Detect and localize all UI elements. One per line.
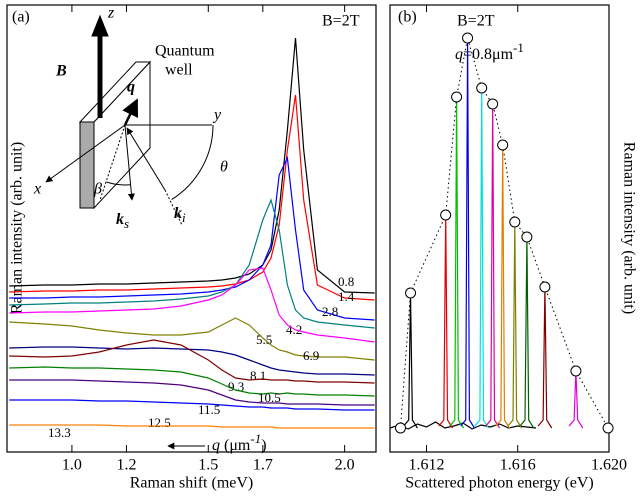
x-label: x [33, 181, 41, 198]
series-label: 2.8 [322, 304, 338, 319]
plot-frame [6, 4, 377, 453]
series-label: 0.8 [338, 274, 354, 289]
label-title-close: ) [261, 437, 266, 454]
ks-sub: s [124, 216, 129, 231]
spectrum-line [519, 236, 535, 429]
field-label: B=2T [322, 13, 360, 30]
envelope-point [440, 209, 452, 221]
spectrum-line [9, 267, 375, 343]
spectrum-line [9, 366, 375, 397]
x-tick-label: 1.2 [116, 457, 136, 474]
ks-label: ks [116, 211, 129, 231]
x-tick-label: 1.612 [409, 457, 445, 474]
ks-arrow [124, 124, 135, 201]
spectrum-line [9, 346, 375, 376]
spectrum-line [438, 214, 454, 429]
envelope-point [521, 231, 533, 243]
y-axis-title: Raman intensity (arb. unit) [9, 142, 26, 314]
envelope-point [462, 32, 474, 44]
ki-label: ki [174, 205, 186, 225]
q-number: =0.8μm [463, 46, 514, 63]
series-label: 13.3 [48, 425, 71, 440]
series-label: 8.1 [250, 368, 266, 383]
spectrum-line [9, 94, 375, 301]
envelope-point [497, 139, 509, 151]
label-title: q (μm-1) [212, 431, 267, 454]
envelope-point [487, 98, 499, 110]
label-title-exp: -1 [250, 431, 261, 446]
q-exp: -1 [513, 40, 524, 55]
q-value: q=0.8μm-1 [455, 40, 524, 63]
y-axis-title: Raman intensity (arb. unit) [620, 142, 637, 314]
field-label: B=2T [457, 13, 495, 30]
series-label: 12.5 [148, 415, 171, 430]
series-label: 10.5 [258, 390, 281, 405]
spectrum-line [537, 286, 553, 429]
plot-frame [389, 4, 610, 453]
ki-k: k [174, 205, 182, 222]
x-tick-label: 2.0 [335, 457, 355, 474]
spectrum-line [9, 399, 375, 411]
theta-arc [171, 124, 214, 201]
envelope-point [570, 365, 582, 377]
x-axis-title: Raman shift (meV) [130, 475, 254, 492]
envelope-point [405, 287, 417, 299]
label-title-unit: (μm [220, 437, 251, 454]
b-label: B [55, 63, 67, 80]
ki-sub: i [182, 210, 186, 225]
x-axis-arrow [45, 124, 126, 183]
envelope-point [539, 281, 551, 293]
x-tick-label: 1.7 [253, 457, 273, 474]
theta-label: θ [220, 159, 228, 176]
normal-line [99, 124, 126, 201]
envelope-point [602, 422, 614, 434]
ki-extension [164, 189, 183, 226]
beta-label: β [93, 181, 102, 198]
spectrum-line [9, 155, 375, 321]
q-label: q [127, 79, 135, 96]
ks-k: k [116, 211, 124, 228]
spectrum-line [9, 317, 375, 361]
q-arrow [122, 98, 139, 126]
q-symbol: q [455, 46, 463, 63]
y-label: y [212, 107, 222, 124]
envelope-point [476, 82, 488, 94]
x-tick-label: 1.5 [198, 457, 218, 474]
z-label: z [107, 5, 115, 22]
series-label: 6.9 [303, 348, 319, 363]
panel-label: (a) [12, 9, 30, 26]
spectrum-line [9, 339, 375, 384]
spectrum-line [460, 37, 475, 429]
series-label: 9.3 [228, 379, 244, 394]
well-front [79, 121, 95, 209]
beta-arc [106, 181, 131, 186]
spectrum-line [9, 379, 375, 406]
spectrum-line [449, 96, 465, 429]
envelope-point [451, 91, 463, 103]
envelope-point [509, 216, 521, 228]
x-tick-label: 1.0 [62, 457, 82, 474]
label-title-q: q [212, 437, 220, 454]
well-label: Quantum [155, 43, 215, 60]
x-tick-label: 1.620 [591, 457, 627, 474]
spectrum-line [485, 103, 501, 429]
x-axis-title: Scattered photon energy (eV) [405, 475, 594, 492]
ki-arrow [126, 127, 166, 191]
series-label: 11.5 [198, 402, 220, 417]
spectrum-line [9, 198, 375, 329]
well-label: well [165, 62, 193, 79]
spectrum-line [507, 221, 523, 429]
spectrum-line [495, 144, 511, 429]
spectrum-line [568, 370, 584, 429]
inset-diagram [45, 14, 214, 226]
b-arrow-head [91, 14, 109, 37]
panel-label: (b) [398, 9, 417, 26]
x-tick-label: 1.616 [500, 457, 536, 474]
envelope-point [394, 422, 406, 434]
spectrum-line [474, 87, 490, 429]
spectrum-line [9, 424, 375, 429]
series-label: 1.4 [338, 289, 355, 304]
